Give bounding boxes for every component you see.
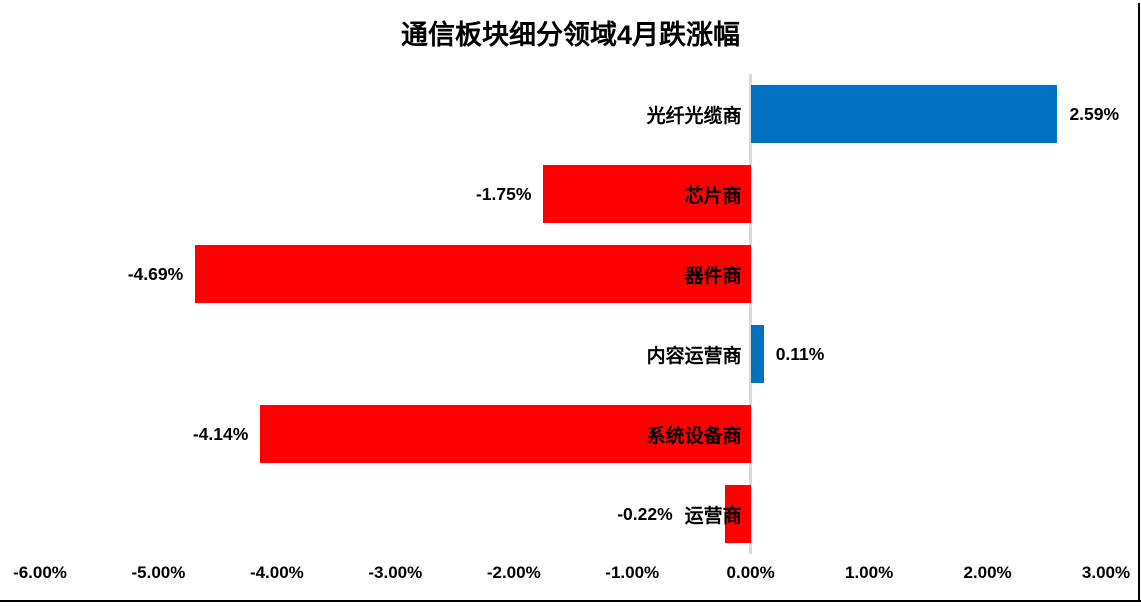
value-label: 2.59%	[1069, 103, 1120, 124]
bar	[750, 85, 1058, 143]
x-tick-label: 3.00%	[1081, 563, 1131, 582]
category-label: 运营商	[684, 505, 742, 527]
x-tick-label: 0.00%	[726, 563, 775, 582]
x-tick-label: -5.00%	[131, 563, 186, 582]
zero-axis-line	[749, 74, 753, 554]
plot-area: 光纤光缆商 2.59% 芯片商 -1.75% 器件商 -4.69% 内容运营商 0.11% 系统…	[13, 74, 1130, 582]
category-label: 系统设备商	[646, 425, 742, 447]
bar	[195, 245, 751, 303]
bar	[750, 325, 764, 383]
value-label: -0.22%	[617, 503, 673, 524]
x-tick-label: -1.00%	[605, 563, 660, 582]
category-label: 光纤光缆商	[646, 105, 742, 127]
chart-title: 通信板块细分领域4月跌涨幅	[400, 20, 740, 50]
value-label: -4.14%	[192, 423, 249, 444]
x-tick-label: -3.00%	[368, 563, 423, 582]
x-tick-label: -2.00%	[486, 563, 541, 582]
right-border-line	[1138, 3, 1140, 602]
bottom-border-line	[0, 600, 1141, 602]
x-tick-label: 2.00%	[963, 563, 1012, 582]
value-label: -1.75%	[475, 183, 532, 204]
value-label: 0.11%	[775, 343, 825, 364]
x-tick-label: 1.00%	[845, 563, 894, 582]
bar	[260, 405, 751, 463]
category-label: 器件商	[684, 265, 742, 287]
x-tick-label: -4.00%	[249, 563, 304, 582]
value-label: -4.69%	[127, 263, 184, 284]
category-label: 芯片商	[684, 185, 742, 207]
bar	[543, 165, 751, 223]
category-label: 内容运营商	[646, 345, 742, 367]
x-tick-label: -6.00%	[13, 563, 67, 582]
bar	[724, 485, 751, 543]
